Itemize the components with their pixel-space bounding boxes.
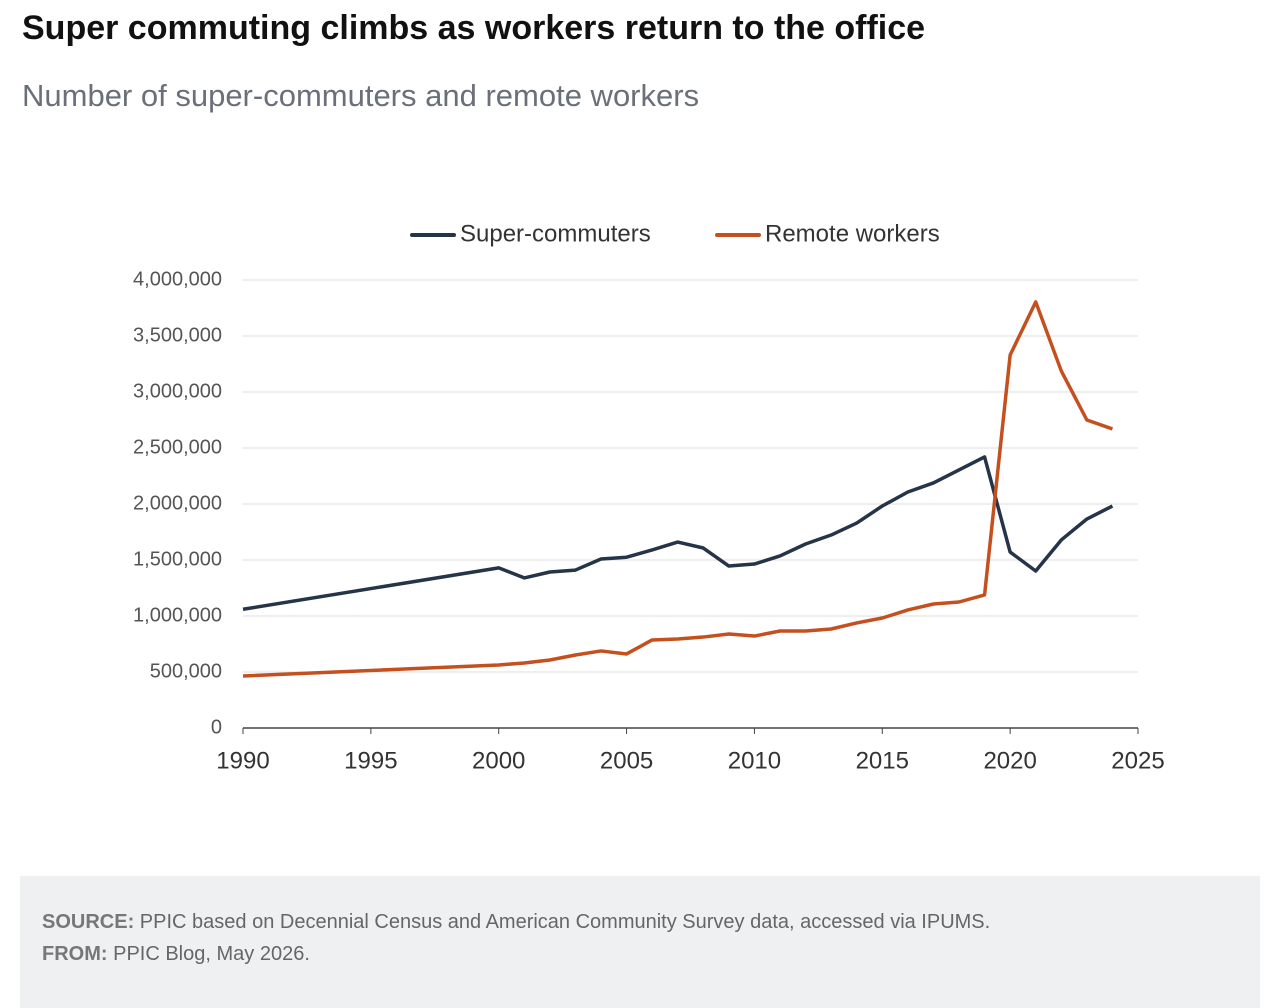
y-tick-label: 1,500,000 — [133, 548, 222, 570]
x-tick-label: 1990 — [216, 747, 269, 774]
from-text: PPIC Blog, May 2026. — [113, 943, 310, 965]
x-tick-label: 2010 — [728, 747, 781, 774]
from-label: FROM: — [42, 943, 108, 965]
y-tick-label: 1,000,000 — [133, 604, 222, 626]
source-label: SOURCE: — [42, 911, 135, 933]
x-tick-label: 2000 — [472, 747, 525, 774]
y-tick-label: 3,500,000 — [133, 324, 222, 346]
x-tick-label: 2005 — [600, 747, 653, 774]
y-tick-label: 2,500,000 — [133, 436, 222, 458]
series-line — [242, 455, 1114, 612]
footer: SOURCE: PPIC based on Decennial Census a… — [20, 876, 1260, 1008]
chart: Super commuting climbs as workers return… — [22, 9, 1165, 774]
x-tick-label: 2025 — [1111, 747, 1164, 774]
y-tick-label: 3,000,000 — [133, 380, 222, 402]
chart-title: Super commuting climbs as workers return… — [22, 9, 925, 47]
y-tick-label: 2,000,000 — [133, 492, 222, 514]
x-tick-label: 2015 — [856, 747, 909, 774]
y-tick-label: 4,000,000 — [133, 268, 222, 290]
from-line: FROM: PPIC Blog, May 2026. — [42, 938, 1238, 970]
legend-label: Super-commuters — [460, 220, 651, 247]
chart-subtitle: Number of super-commuters and remote wor… — [22, 78, 699, 113]
source-text: PPIC based on Decennial Census and Ameri… — [139, 911, 991, 933]
y-tick-label: 500,000 — [150, 660, 222, 682]
legend-label: Remote workers — [765, 220, 940, 247]
x-tick-label: 2020 — [983, 747, 1036, 774]
series-line — [242, 300, 1114, 678]
source-line: SOURCE: PPIC based on Decennial Census a… — [42, 906, 1238, 938]
y-tick-label: 0 — [211, 716, 222, 738]
x-tick-label: 1995 — [344, 747, 397, 774]
